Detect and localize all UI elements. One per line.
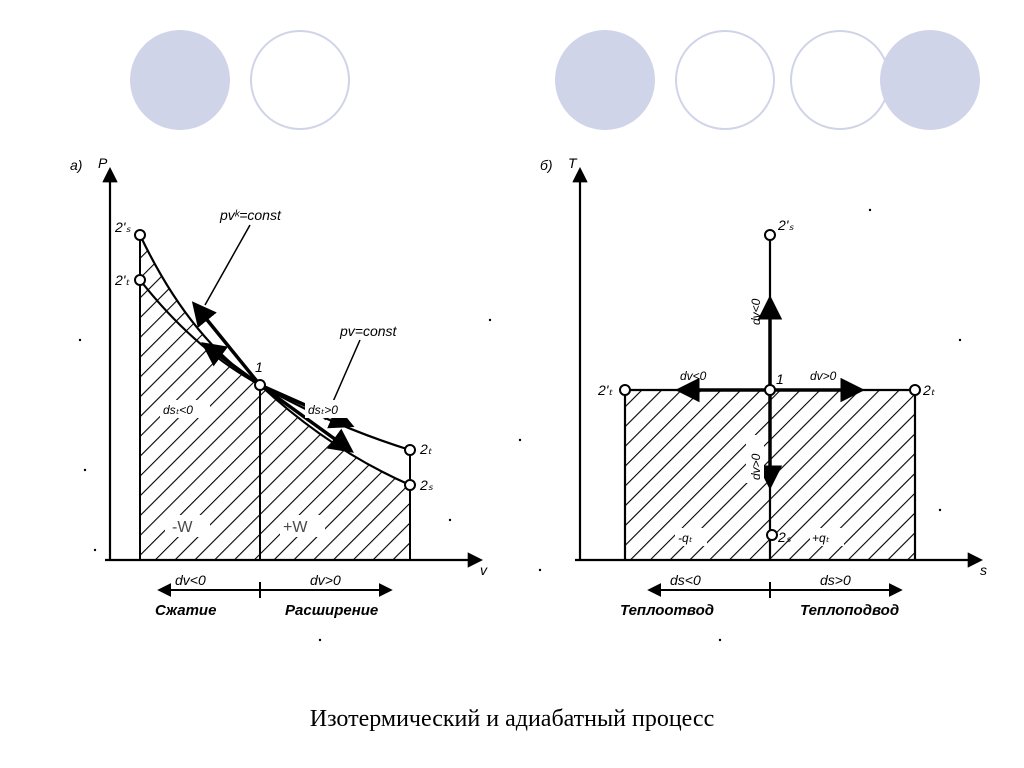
- ts-dv-up: dv<0: [749, 298, 763, 325]
- thermo-diagram: а) P v pvᵏ=const pv=const dsₜ<0 dsₜ>0: [20, 140, 1004, 700]
- ts-caption-right: Теплоподвод: [800, 602, 899, 619]
- circle-3: [555, 30, 655, 130]
- decorative-circles: [0, 20, 1024, 140]
- panel-b-label: б): [540, 157, 553, 173]
- ts-pt-1: [765, 385, 775, 395]
- pvk-leader: [205, 225, 250, 305]
- pvk-label: pvᵏ=const: [219, 207, 282, 223]
- dv-right: dv>0: [310, 572, 341, 588]
- pt-2s-prime-lbl: 2'ₛ: [114, 219, 131, 235]
- ts-pt-2t: [910, 385, 920, 395]
- ts-dv-left: dv<0: [680, 369, 707, 383]
- w-right: +W: [283, 519, 308, 536]
- pt-2t-lbl: 2ₜ: [419, 441, 433, 457]
- ts-pt-2t-prime: [620, 385, 630, 395]
- ts-pt-2s-prime-lbl: 2'ₛ: [777, 217, 794, 233]
- pt-2s-lbl: 2ₛ: [419, 477, 434, 493]
- pt-2t-prime-lbl: 2'ₜ: [114, 272, 130, 288]
- pv-label: pv=const: [339, 323, 398, 339]
- q-left: -qₜ: [678, 531, 693, 545]
- ts-dv-down: dv>0: [749, 453, 763, 480]
- ts-pt-2t-lbl: 2ₜ: [922, 382, 936, 398]
- pv-x-label: v: [480, 562, 488, 578]
- ds-right: ds>0: [820, 572, 851, 588]
- caption-left: Сжатие: [155, 602, 216, 619]
- pt-2t-prime: [135, 275, 145, 285]
- q-right: +qₜ: [812, 531, 830, 545]
- ts-pt-2s: [767, 530, 777, 540]
- circle-2: [250, 30, 350, 130]
- pt-2t: [405, 445, 415, 455]
- pt-1: [255, 380, 265, 390]
- pv-y-label: P: [98, 155, 108, 171]
- ts-caption-left: Теплоотвод: [620, 602, 714, 619]
- circle-1: [130, 30, 230, 130]
- circle-5: [790, 30, 890, 130]
- ts-x-label: s: [980, 562, 987, 578]
- caption-right: Расширение: [285, 602, 378, 619]
- ts-y-label: T: [568, 155, 578, 171]
- ds-right: dsₜ>0: [308, 403, 338, 417]
- ts-pt-2s-prime: [765, 230, 775, 240]
- panel-a-label: а): [70, 157, 82, 173]
- w-left: -W: [172, 519, 193, 536]
- ds-left: dsₜ<0: [163, 403, 193, 417]
- ts-pt-2s-lbl: 2ₛ: [777, 529, 792, 545]
- pt-2s-prime: [135, 230, 145, 240]
- circle-6: [880, 30, 980, 130]
- pv-diagram: а) P v pvᵏ=const pv=const dsₜ<0 dsₜ>0: [70, 155, 488, 619]
- circle-4: [675, 30, 775, 130]
- ds-left: ds<0: [670, 572, 701, 588]
- dv-left: dv<0: [175, 572, 206, 588]
- ts-pt-1-lbl: 1: [776, 371, 784, 387]
- ts-pt-2t-prime-lbl: 2'ₜ: [597, 382, 613, 398]
- pt-1-lbl: 1: [255, 359, 263, 375]
- ts-dv-right: dv>0: [810, 369, 837, 383]
- ts-diagram: б) T s dv<0 dv>0 dv<0 dv>0 -qₜ +qₜ: [540, 155, 987, 619]
- pt-2s: [405, 480, 415, 490]
- main-caption: Изотермический и адиабатный процесс: [0, 706, 1024, 733]
